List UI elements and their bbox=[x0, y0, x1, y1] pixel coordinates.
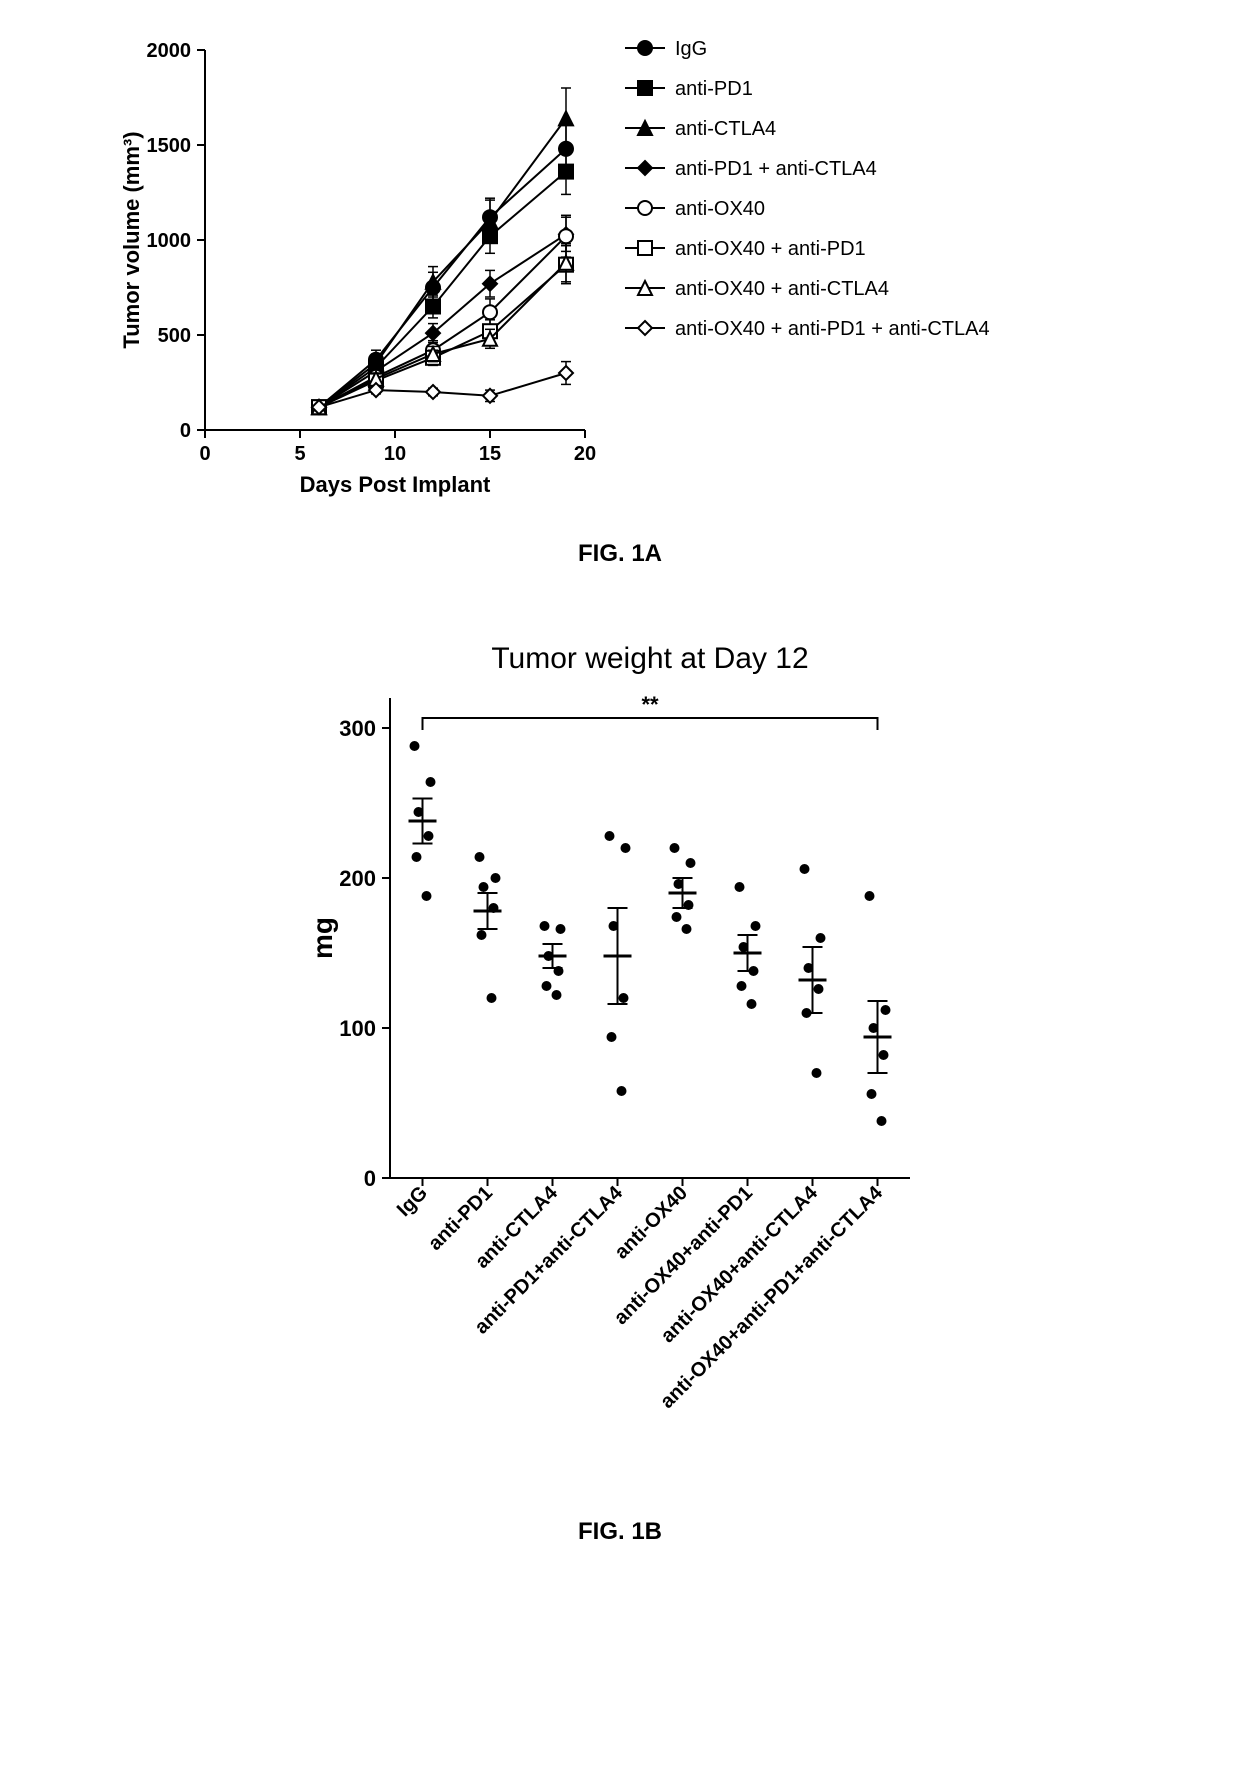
svg-text:Tumor volume (mm³): Tumor volume (mm³) bbox=[119, 131, 144, 348]
svg-text:anti-OX40 + anti-PD1: anti-OX40 + anti-PD1 bbox=[675, 238, 866, 260]
svg-text:200: 200 bbox=[339, 866, 376, 891]
figure-1b-caption: FIG. 1B bbox=[578, 1518, 662, 1546]
svg-text:10: 10 bbox=[384, 443, 406, 465]
tumor-volume-legend: IgG anti-PD1 anti-CTLA4 anti-PD1 + anti-CTL… bbox=[625, 30, 1125, 360]
svg-text:IgG: IgG bbox=[675, 38, 707, 60]
tumor-volume-chart: 0 5 10 15 20 0 500 1000 1500 2000 Days Post Implan… bbox=[115, 30, 605, 510]
svg-text:1500: 1500 bbox=[147, 135, 192, 157]
svg-text:5: 5 bbox=[294, 443, 305, 465]
figure-1a-container: 0 5 10 15 20 0 500 1000 1500 2000 Days Post Implan… bbox=[30, 30, 1210, 568]
tumor-weight-chart: Tumor weight at Day 120100200300mg**IgGa… bbox=[300, 628, 940, 1488]
svg-text:anti-PD1 + anti-CTLA4: anti-PD1 + anti-CTLA4 bbox=[675, 158, 877, 180]
figure-1a-wrap: 0 5 10 15 20 0 500 1000 1500 2000 Days Post Implan… bbox=[115, 30, 1125, 510]
svg-text:2000: 2000 bbox=[147, 40, 192, 62]
svg-text:Days Post Implant: Days Post Implant bbox=[300, 472, 491, 497]
svg-text:0: 0 bbox=[199, 443, 210, 465]
svg-text:anti-OX40 + anti-CTLA4: anti-OX40 + anti-CTLA4 bbox=[675, 278, 889, 300]
svg-text:0: 0 bbox=[180, 420, 191, 442]
svg-text:500: 500 bbox=[158, 325, 191, 347]
figure-1b-container: Tumor weight at Day 120100200300mg**IgGa… bbox=[30, 628, 1210, 1546]
svg-text:100: 100 bbox=[339, 1016, 376, 1041]
svg-text:anti-OX40 + anti-PD1 + anti-CT: anti-OX40 + anti-PD1 + anti-CTLA4 bbox=[675, 318, 990, 340]
figure-1a-caption: FIG. 1A bbox=[578, 540, 662, 568]
svg-text:anti-CTLA4: anti-CTLA4 bbox=[675, 118, 776, 140]
svg-text:anti-PD1: anti-PD1 bbox=[675, 78, 753, 100]
svg-text:1000: 1000 bbox=[147, 230, 192, 252]
svg-text:15: 15 bbox=[479, 443, 501, 465]
svg-text:Tumor weight at Day 12: Tumor weight at Day 12 bbox=[491, 642, 808, 675]
svg-text:mg: mg bbox=[307, 917, 338, 959]
svg-text:20: 20 bbox=[574, 443, 596, 465]
svg-text:IgG: IgG bbox=[393, 1182, 432, 1221]
svg-text:300: 300 bbox=[339, 716, 376, 741]
svg-text:anti-OX40: anti-OX40 bbox=[675, 198, 765, 220]
svg-text:0: 0 bbox=[364, 1166, 376, 1191]
svg-text:**: ** bbox=[641, 692, 659, 717]
